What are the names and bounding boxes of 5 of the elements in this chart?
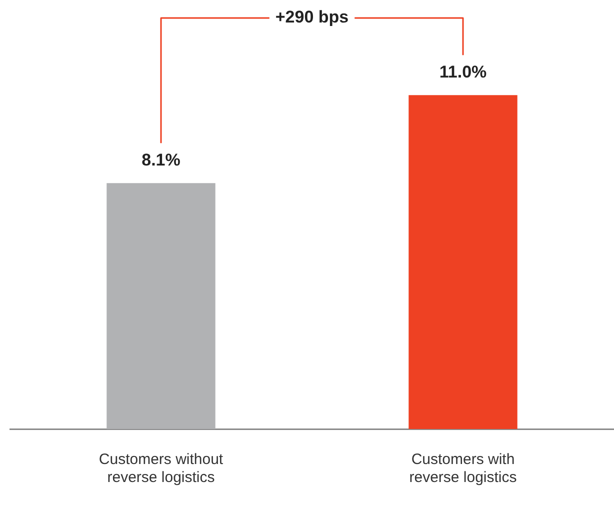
data-label: 8.1% — [142, 150, 180, 170]
x-tick-label: Customers without reverse logistics — [98, 451, 224, 486]
x-tick-label: Customers with reverse logistics — [409, 451, 517, 486]
text: +290 bps — [275, 8, 349, 27]
data-label: 11.0% — [439, 62, 487, 82]
